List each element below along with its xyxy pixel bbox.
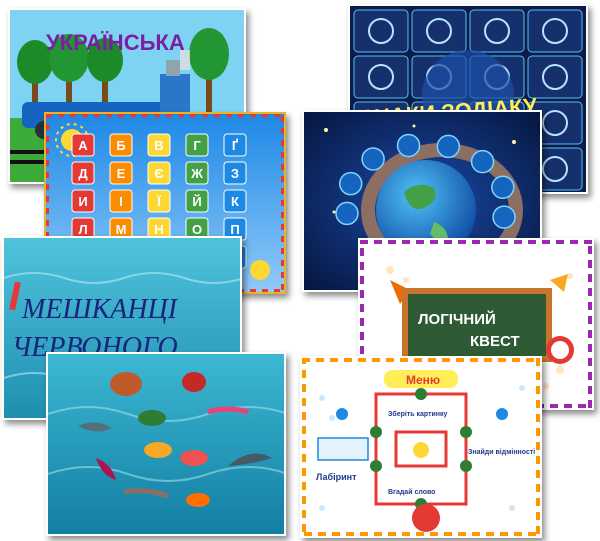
slide-quest-menu[interactable]: Меню Лабіринт Зберіть картинку Знайди ві… [300,356,542,538]
maze-thumbnail [317,437,369,461]
slide-logic-quest-line2: КВЕСТ [470,333,520,350]
dolphin-icon [78,422,112,432]
zodiac-orb-icon [492,205,516,229]
zodiac-symbol-icon [542,64,568,90]
zodiac-orb-icon [335,201,359,226]
zodiac-symbol-icon [484,18,510,44]
zodiac-symbol-icon [368,18,394,44]
letter-tile-label: Й [192,194,201,209]
letter-tile-label: К [231,194,239,209]
quest-menu-item-top: Зберіть картинку [388,410,448,418]
letter-tile-label: М [116,222,127,237]
letter-tile-label: З [231,166,239,181]
shark-icon [228,453,272,466]
letter-tile [185,189,209,213]
letter-tile-label: Б [116,138,125,153]
letter-tile-label: А [78,138,88,153]
quest-menu-item-bottom: Вгадай слово [388,488,435,496]
letter-tile-label: Ж [190,166,203,181]
letter-tile [71,189,95,213]
zodiac-orb-icon [436,134,461,159]
letter-tile-label: Ї [156,194,161,209]
autumn-leaves-icon [390,274,568,304]
letter-tile [223,161,247,185]
slide-red-sea-creatures[interactable] [46,352,286,536]
letter-tile-label: Е [117,166,126,181]
zodiac-symbol-tile [527,9,583,53]
chalkboard [408,294,546,356]
eel-icon [123,488,169,499]
letter-tile [223,189,247,213]
letter-tile-label: Ґ [232,138,239,153]
alarm-clock-icon [546,336,574,364]
zodiac-symbol-icon [368,64,394,90]
letter-tile [223,133,247,157]
letter-tile [147,189,171,213]
seahorse-icon [96,458,116,480]
earth-icon [376,160,476,260]
quest-menu-label: Меню [406,373,440,387]
zodiac-symbol-tile [411,9,467,53]
zodiac-symbol-icon [542,156,568,182]
slide-logic-quest-line1: ЛОГІЧНИЙ [418,310,496,328]
letter-tile-label: П [230,222,239,237]
zodiac-orb-icon [396,133,421,158]
zodiac-orbs [335,133,516,229]
letter-tile-label: І [119,194,123,209]
zodiac-symbol-icon [542,18,568,44]
letter-tile [185,161,209,185]
letter-tile [109,161,133,185]
zodiac-orb-icon [470,149,495,174]
letter-tile [109,133,133,157]
red-marker-icon [9,281,21,311]
fish-icon [144,442,172,458]
slide-red-sea-line1: МЕШКАНЦІ [21,294,179,325]
letter-tile-label: Л [78,222,87,237]
zodiac-symbol-icon [426,18,452,44]
letter-tile-label: И [78,194,87,209]
slide-quest-menu-art: Меню Лабіринт Зберіть картинку Знайди ві… [302,358,540,536]
eel-icon [207,406,249,415]
zodiac-symbol-tile [527,55,583,99]
zodiac-orb-icon [338,171,363,196]
zodiac-symbol-tile [353,55,409,99]
letter-tile [71,161,95,185]
letter-tile [71,133,95,157]
zodiac-orb-icon [491,175,515,200]
zodiac-symbol-tile [353,9,409,53]
zodiac-symbol-icon [542,110,568,136]
letter-tile-label: Г [193,138,201,153]
letter-tile-label: Є [154,166,163,181]
octopus-icon [110,372,142,396]
letter-tile [185,133,209,157]
quest-menu-item-right: Знайди відмінності [468,448,535,456]
letter-tile-label: Н [154,222,163,237]
sun-icon [250,260,270,280]
letter-tile-label: Д [78,166,88,181]
slide-ukrainian-title: УКРАЇНСЬКА [46,30,185,55]
zodiac-symbol-tile [469,9,525,53]
letter-tile [109,189,133,213]
letter-tile-label: В [154,138,163,153]
tree-icon [17,28,229,112]
letter-tile [147,161,171,185]
fish-icon [180,450,208,466]
slide-red-sea-creatures-art [48,354,284,534]
letter-tile-label: О [192,222,202,237]
crab-icon [182,372,206,392]
zodiac-orb-icon [361,147,385,171]
fish-icon [138,410,166,426]
quest-nodes [370,388,472,510]
clownfish-icon [186,493,210,507]
letter-tile [147,133,171,157]
quest-menu-item-left: Лабіринт [316,472,357,482]
